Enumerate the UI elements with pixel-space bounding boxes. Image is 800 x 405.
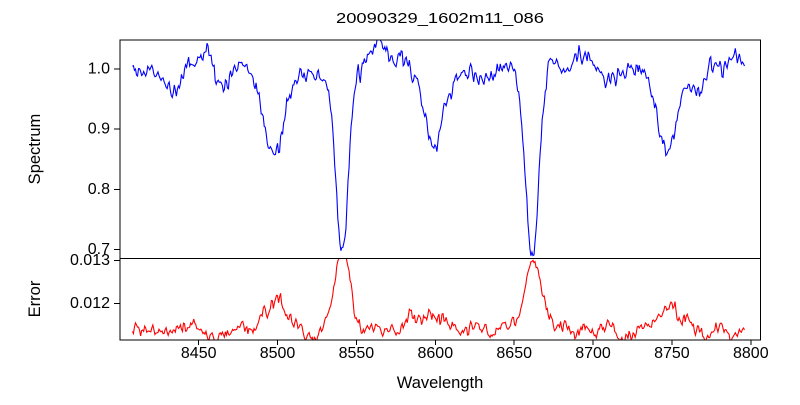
svg-text:0.8: 0.8 [88, 181, 110, 198]
svg-text:0.013: 0.013 [70, 252, 110, 269]
svg-text:0.9: 0.9 [88, 121, 110, 138]
svg-text:8700: 8700 [575, 345, 611, 362]
svg-text:8500: 8500 [260, 345, 296, 362]
svg-text:8750: 8750 [654, 345, 690, 362]
svg-text:8800: 8800 [733, 345, 769, 362]
svg-text:0.012: 0.012 [70, 295, 110, 312]
svg-text:20090329_1602m11_086: 20090329_1602m11_086 [336, 11, 544, 27]
svg-text:8550: 8550 [339, 345, 375, 362]
svg-text:Error: Error [26, 280, 44, 317]
svg-text:1.0: 1.0 [88, 61, 110, 78]
svg-text:8600: 8600 [418, 345, 454, 362]
svg-text:8450: 8450 [181, 345, 217, 362]
svg-text:8650: 8650 [496, 345, 532, 362]
svg-text:Spectrum: Spectrum [26, 114, 44, 185]
svg-text:Wavelength: Wavelength [397, 374, 484, 392]
